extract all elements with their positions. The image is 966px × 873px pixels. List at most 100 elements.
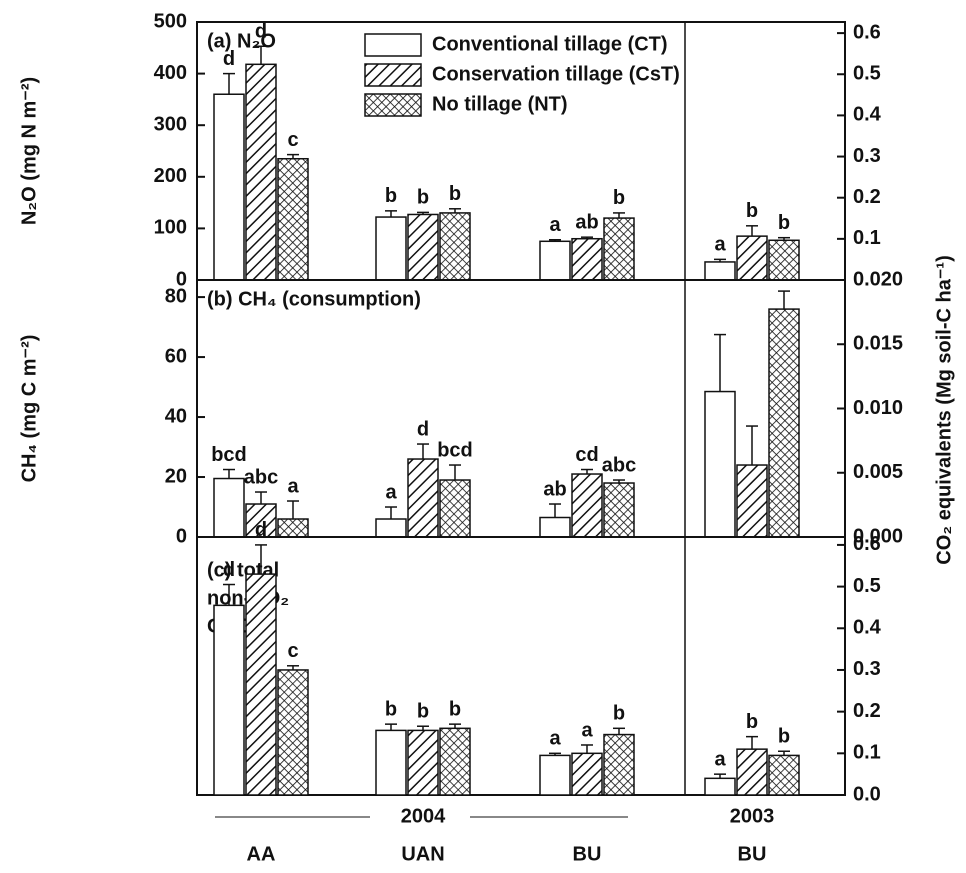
significance-letter: a [581,719,593,741]
y2-tick-label: 0.020 [853,268,903,290]
bar [768,239,800,281]
significance-letter: cd [575,444,598,466]
y-tick-label: 100 [154,217,187,239]
legend-swatch [364,33,422,57]
bar [571,752,603,796]
significance-letter: b [449,698,461,720]
bar [571,473,603,538]
significance-letter: b [417,187,429,209]
legend-swatch [364,93,422,117]
significance-letter: d [223,559,235,581]
x-tick-label: AA [247,843,276,865]
significance-letter: bcd [211,444,247,466]
y2-tick-label: 0.005 [853,461,903,483]
y-tick-label: 200 [154,165,187,187]
bar [704,390,736,538]
significance-letter: d [417,418,429,440]
significance-letter: a [549,214,561,236]
bar [213,604,245,796]
y-tick-label: 400 [154,62,187,84]
y2-tick-label: 0.5 [853,63,881,85]
bar [277,669,309,796]
y2-tick-label: 0.0 [853,783,881,805]
bar [407,213,439,281]
bar [539,516,571,538]
bar [277,157,309,281]
significance-letter: d [223,48,235,70]
y2-tick-label: 0.3 [853,658,881,680]
bar [571,237,603,281]
y2-tick-label: 0.015 [853,333,903,355]
significance-letter: b [778,726,790,748]
legend-label: No tillage (NT) [432,93,568,115]
panel-frame [196,536,846,796]
y2-tick-label: 0.2 [853,186,881,208]
significance-letter: b [778,212,790,234]
group-label: 2003 [730,805,775,827]
significance-letter: b [449,183,461,205]
bar [277,518,309,538]
y2-tick-label: 0.1 [853,742,881,764]
significance-letter: b [385,185,397,207]
y2-tick-label: 0.2 [853,700,881,722]
significance-letter: c [287,129,298,151]
significance-letter: b [746,200,758,222]
significance-letter: c [287,640,298,662]
bar [603,482,635,538]
y-axis-label: N₂O (mg N m⁻²) [18,77,40,225]
bar [213,477,245,538]
significance-letter: a [385,481,397,503]
bar [213,93,245,281]
significance-letter: b [417,701,429,723]
y-axis-label: CH₄ (mg C m⁻²) [18,335,40,483]
significance-letter: abc [244,466,278,488]
significance-letter: d [255,519,267,541]
significance-letter: b [613,187,625,209]
y2-axis-label: CO₂ equivalents (Mg soil-C ha⁻¹) [933,255,955,564]
bar [768,308,800,538]
y2-tick-label: 0.4 [853,617,882,639]
significance-letter: a [714,234,726,256]
x-tick-label: UAN [401,843,444,865]
significance-letter: abc [602,454,636,476]
bar [603,733,635,796]
significance-letter: a [714,748,726,770]
legend-swatch [364,63,422,87]
y-tick-label: 0 [176,525,187,547]
bar [375,518,407,538]
bar [245,63,277,281]
bar [245,573,277,796]
legend-label: Conventional tillage (CT) [432,33,668,55]
significance-letter: a [287,475,299,497]
y2-tick-label: 0.5 [853,575,881,597]
bar [768,754,800,796]
y-tick-label: 20 [165,465,187,487]
significance-letter: d [255,21,267,43]
y-tick-label: 60 [165,345,187,367]
bar [439,727,471,796]
bar [704,261,736,281]
significance-letter: b [613,703,625,725]
y2-tick-label: 0.6 [853,21,881,43]
group-label: 2004 [401,805,446,827]
bar [704,777,736,796]
significance-letter: a [549,728,561,750]
y-tick-label: 40 [165,405,187,427]
y-tick-label: 80 [165,285,187,307]
bar [603,217,635,281]
y-tick-label: 0 [176,268,187,290]
y2-tick-label: 0.010 [853,397,903,419]
bar [407,458,439,538]
significance-letter: b [746,711,758,733]
y-tick-label: 300 [154,113,187,135]
bar [375,729,407,796]
bar [439,212,471,281]
bar [375,216,407,281]
y2-tick-label: 0.1 [853,227,881,249]
bar [539,754,571,796]
y2-tick-label: 0.4 [853,104,882,126]
significance-letter: b [385,698,397,720]
significance-letter: ab [575,211,598,233]
y2-tick-label: 0.000 [853,525,903,547]
